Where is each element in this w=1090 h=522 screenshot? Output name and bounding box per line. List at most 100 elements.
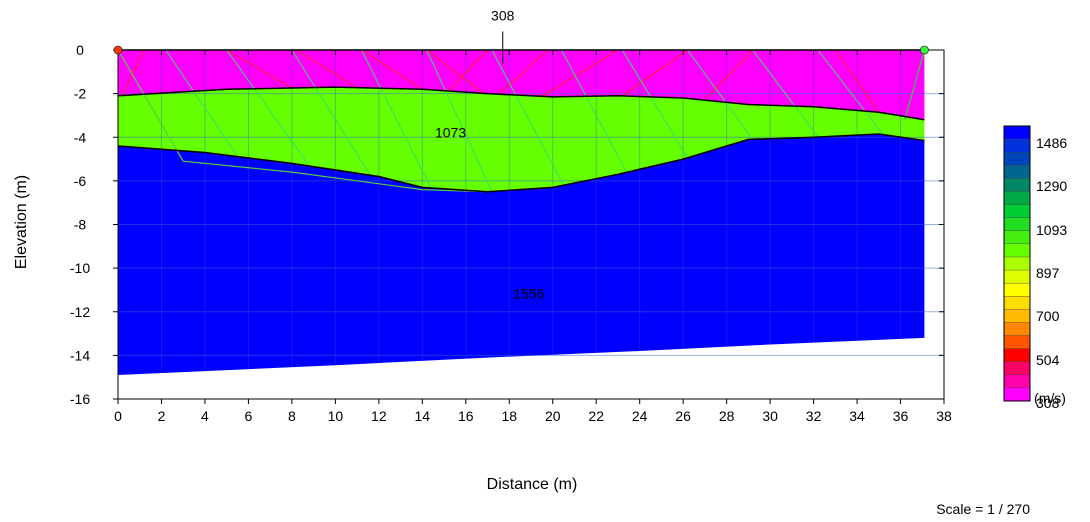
ray-green-7: [621, 49, 688, 159]
y-tick-label: -16: [70, 391, 90, 407]
legend-label: 504: [1036, 352, 1060, 368]
legend-swatch-5: [1003, 191, 1031, 206]
legend-label: 897: [1036, 265, 1060, 281]
ray-red-8: [622, 49, 688, 97]
layer-308: [118, 50, 925, 120]
layer-label-1073: 1073: [435, 124, 466, 140]
legend-swatch-0: [1003, 125, 1031, 140]
source-marker-0: [113, 45, 123, 55]
legend-swatch-11: [1003, 269, 1031, 284]
x-tick-label: 14: [415, 408, 431, 424]
x-axis-title: Distance (m): [487, 476, 578, 493]
x-tick-label: 22: [588, 408, 604, 424]
x-tick-label: 34: [849, 408, 865, 424]
ray-green-5: [491, 49, 565, 186]
velocity-legend: 1486 1290 1093 897 700 504 308: [1003, 125, 1067, 411]
legend-swatch-18: [1003, 361, 1031, 376]
x-tick-label: 28: [719, 408, 735, 424]
legend-swatch-7: [1003, 217, 1031, 232]
ray-red-2: [295, 49, 358, 89]
ray-paths: [117, 49, 925, 193]
ray-green-0: [165, 49, 238, 157]
ray-green-2: [291, 49, 371, 176]
legend-swatch-2: [1003, 151, 1031, 166]
legend-swatch-6: [1003, 204, 1031, 219]
x-tick-label: 0: [114, 408, 122, 424]
ray-red-9: [704, 49, 754, 101]
ray-green-6: [560, 49, 628, 173]
legend-swatch-15: [1003, 322, 1031, 337]
ray-green-8: [687, 49, 754, 140]
x-tick-label: 26: [675, 408, 691, 424]
ray-green-3: [361, 49, 432, 189]
legend-swatch-3: [1003, 165, 1031, 179]
ray-red-6: [498, 49, 549, 95]
legend-swatch-16: [1003, 335, 1031, 350]
legend-swatch-1: [1003, 138, 1031, 153]
legend-label: 1290: [1036, 178, 1067, 194]
ray-head-wave: [117, 49, 488, 193]
x-tick-label: 36: [893, 408, 909, 424]
legend-label: 1093: [1036, 222, 1067, 238]
ray-green-9: [752, 49, 819, 138]
legend-label: 1486: [1036, 135, 1067, 151]
legend-unit: (m/s): [1034, 390, 1066, 406]
grid-lines: [117, 49, 944, 400]
ray-red-0: [121, 49, 145, 96]
layer-label-1556: 1556: [513, 286, 544, 302]
x-tick-label: 6: [245, 408, 253, 424]
ray-red-10: [834, 49, 880, 113]
x-tick-label: 16: [458, 408, 474, 424]
ray-red-7: [541, 49, 619, 97]
x-tick-label: 8: [288, 408, 296, 424]
layer-1556: [118, 134, 925, 375]
ray-green-4: [426, 49, 493, 192]
legend-swatch-14: [1003, 309, 1031, 323]
ray-right-end: [904, 49, 925, 120]
source-markers: [113, 45, 929, 55]
ray-red-5: [448, 49, 488, 92]
legend-swatch-4: [1003, 178, 1031, 192]
ray-red-4: [426, 49, 484, 94]
layer-1073: [118, 87, 925, 192]
scale-text: Scale = 1 / 270: [936, 501, 1030, 517]
y-axis-title: Elevation (m): [13, 175, 30, 269]
legend-frame: [1003, 125, 1031, 402]
x-tick-label: 32: [806, 408, 822, 424]
x-tick-label: 4: [201, 408, 209, 424]
x-tick-label: 18: [501, 408, 517, 424]
ray-red-3: [361, 49, 423, 90]
legend-swatch-10: [1003, 256, 1031, 271]
plot-axes: 0 2 4 6 8 10 12 14 16 18 20 22 24 26 28 30 32 34 36 380-2-4…: [70, 42, 952, 424]
legend-swatch-8: [1003, 230, 1031, 245]
x-tick-label: 20: [545, 408, 561, 424]
legend-swatch-19: [1003, 374, 1031, 389]
legend-label: 700: [1036, 308, 1060, 324]
legend-swatch-13: [1003, 296, 1031, 310]
source-marker-1: [920, 45, 929, 55]
y-tick-label: -12: [70, 304, 90, 320]
y-tick-label: 0: [76, 42, 84, 58]
legend-label: 308: [1036, 395, 1060, 411]
ray-green-10: [817, 49, 884, 135]
y-tick-label: -6: [74, 173, 87, 189]
x-tick-label: 12: [371, 408, 387, 424]
legend-swatch-20: [1003, 387, 1031, 402]
x-tick-label: 30: [762, 408, 778, 424]
layer-velocity-labels: 308 1073 1556: [435, 8, 545, 302]
y-tick-label: -4: [74, 129, 87, 145]
legend-swatch-12: [1003, 282, 1031, 297]
boundary-layer2-layer3: [117, 133, 925, 193]
velocity-layers: [118, 50, 925, 375]
ray-green-1: [226, 49, 310, 167]
ray-red-1: [226, 49, 293, 89]
x-tick-label: 38: [936, 408, 952, 424]
y-tick-label: -10: [70, 260, 90, 276]
x-tick-label: 24: [632, 408, 648, 424]
x-tick-label: 2: [158, 408, 166, 424]
y-tick-label: -14: [70, 347, 90, 363]
layer-label-308: 308: [491, 8, 515, 24]
legend-swatch-17: [1003, 348, 1031, 363]
legend-swatch-9: [1003, 243, 1031, 258]
